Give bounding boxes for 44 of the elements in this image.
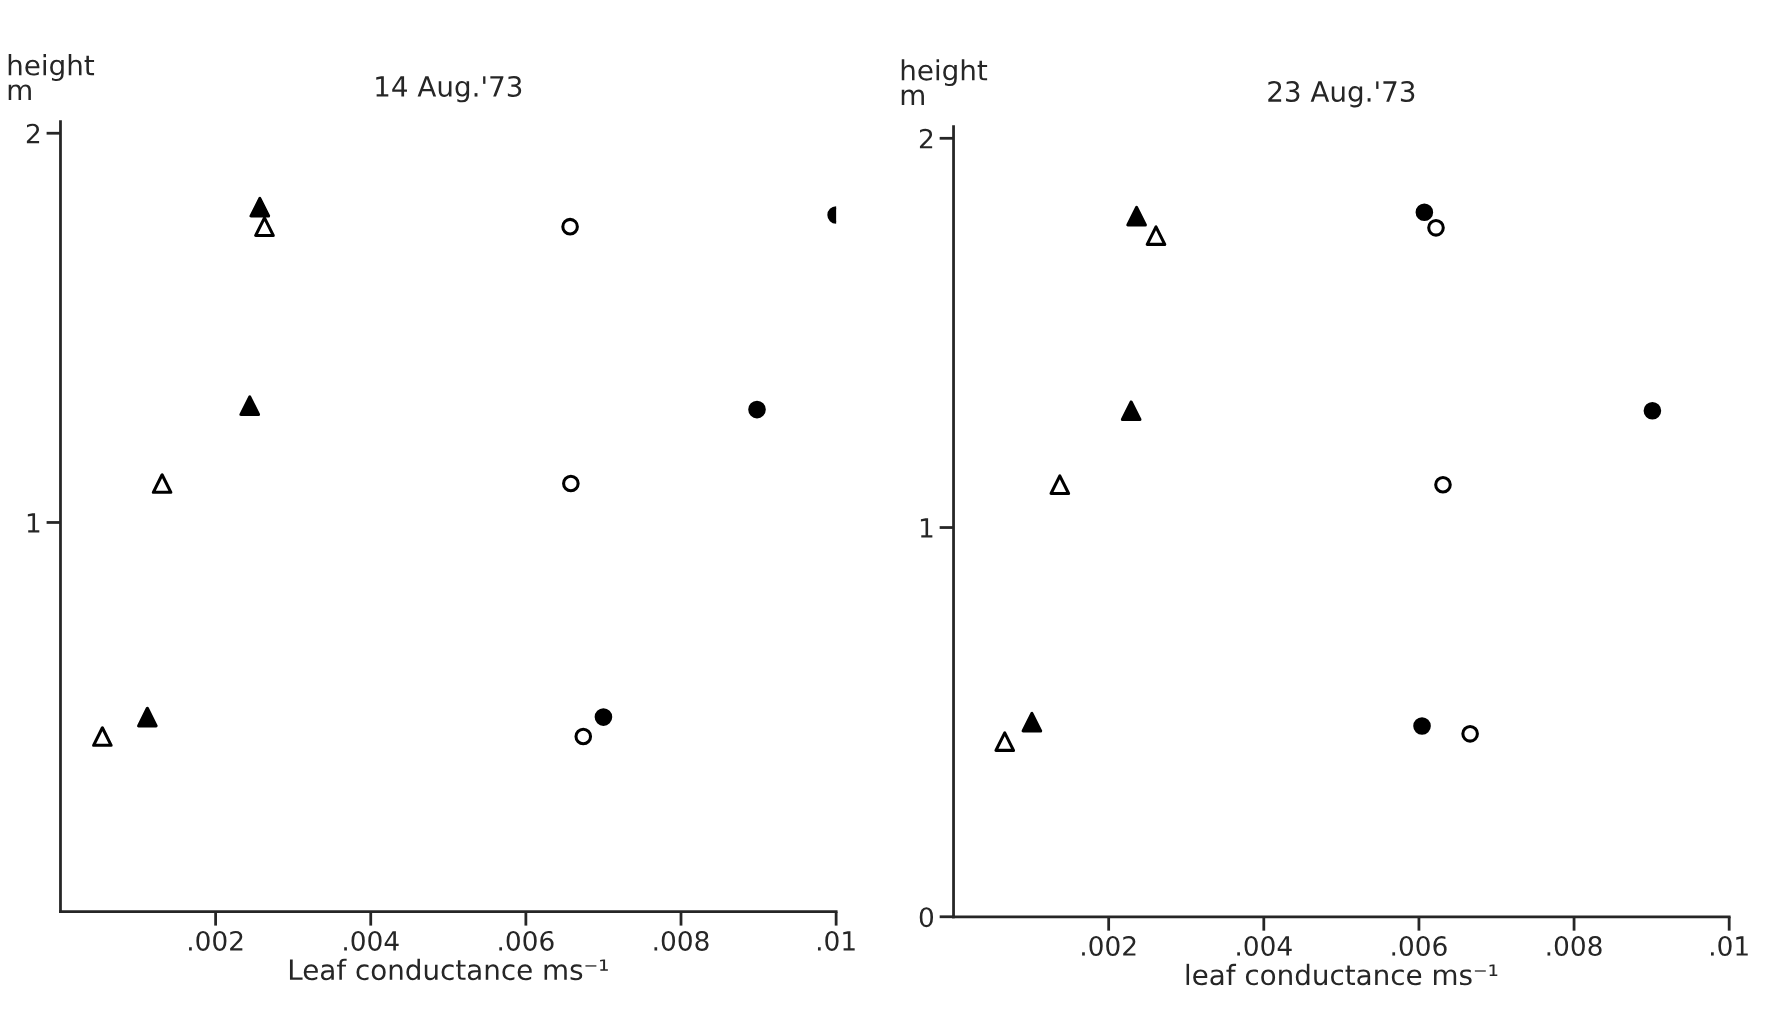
x-tick-label: .01 <box>1711 935 1748 956</box>
point <box>254 216 275 237</box>
y-axis-title: height m <box>901 59 988 106</box>
point <box>1049 474 1071 496</box>
point <box>561 217 579 236</box>
x-tick-label: .01 <box>817 930 855 951</box>
y-tick-label: 2 <box>26 123 40 144</box>
x-tick-label: .002 <box>189 930 243 951</box>
x-tick-label: .008 <box>654 930 709 951</box>
point <box>1643 401 1662 420</box>
point <box>562 474 580 493</box>
point <box>1434 475 1452 494</box>
point <box>151 473 173 494</box>
point <box>994 731 1016 752</box>
point <box>1415 203 1434 222</box>
x-tick-label: .008 <box>1547 935 1602 956</box>
x-tick-label: .002 <box>1082 935 1136 956</box>
y-tick-label: 1 <box>920 518 933 538</box>
point <box>1145 225 1167 246</box>
x-tick-label: .004 <box>1237 935 1292 956</box>
point <box>249 196 271 218</box>
x-axis-title: Leaf conductance ms⁻¹ <box>289 958 608 981</box>
chart-title: 23 Aug.'73 <box>1268 81 1415 108</box>
y-tick-label: 2 <box>919 128 933 149</box>
y-tick-label: 1 <box>27 513 40 533</box>
y-axis-title: height m <box>8 54 95 100</box>
y-tick-label: 0 <box>919 907 934 928</box>
point <box>574 727 593 746</box>
point <box>1427 219 1445 237</box>
point <box>137 706 158 728</box>
point <box>748 400 766 419</box>
point <box>1461 725 1479 743</box>
point <box>92 726 113 747</box>
point <box>1126 205 1147 227</box>
x-tick-label: .004 <box>344 930 399 951</box>
point <box>594 708 613 726</box>
chart-title: 14 Aug.'73 <box>376 75 522 103</box>
point <box>1120 400 1142 422</box>
x-tick-label: .006 <box>1392 935 1447 956</box>
point <box>1413 717 1431 735</box>
point <box>239 395 261 417</box>
point <box>1021 711 1043 733</box>
x-tick-label: .006 <box>499 930 554 951</box>
x-axis-title: leaf conductance ms⁻¹ <box>1186 963 1498 986</box>
